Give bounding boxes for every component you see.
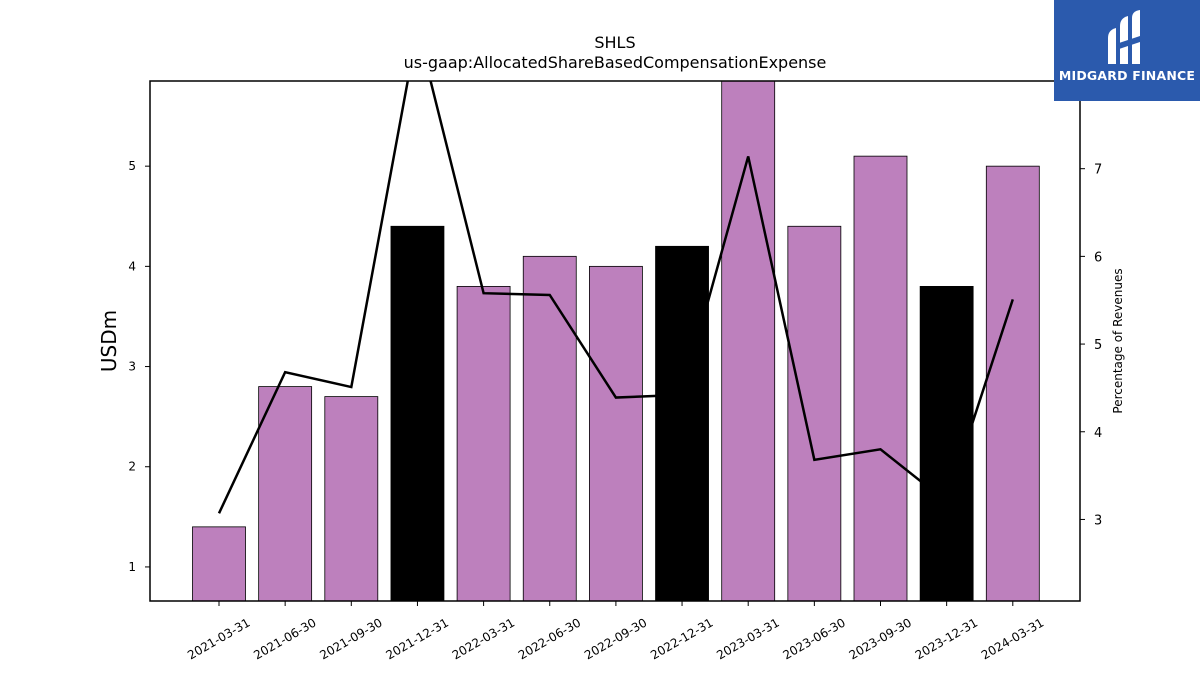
line-percentage-of-revenues [217,81,1014,514]
x-tick-label: 2021-12-31 [384,615,451,662]
chart-subtitle: us-gaap:AllocatedShareBasedCompensationE… [404,53,827,72]
plot-frame [149,80,1081,602]
bar-2021-12-31 [390,225,445,601]
logo-text: MIDGARD FINANCE [1058,68,1196,83]
midgard-logo-icon [1108,10,1140,64]
y2-tick-label: 6 [1094,250,1102,265]
bar-2022-06-30 [522,255,577,601]
y-tick-label: 4 [128,259,136,273]
x-tick-label: 2023-03-31 [714,615,781,662]
y-tick-label: 2 [128,460,136,474]
y2-axis-label: Percentage of Revenues [1111,268,1125,413]
x-tick-label: 2021-09-30 [317,615,384,662]
y-tick-label: 1 [128,560,136,574]
x-tick-label: 2023-09-30 [847,615,914,662]
bar-2022-09-30 [589,265,643,601]
x-tick-label: 2021-06-30 [251,615,318,662]
y-axis-left: 1 2 3 4 5 [128,159,150,574]
line-series [217,81,1014,514]
y-axis-label: USDm [97,310,121,372]
x-tick-label: 2023-12-31 [913,615,980,662]
bar-2023-06-30 [787,225,842,601]
y2-tick-label: 5 [1094,338,1102,353]
x-tick-label: 2024-03-31 [979,615,1046,662]
bar-2022-12-31 [655,245,709,601]
y-tick-label: 3 [128,360,136,374]
y2-tick-label: 7 [1094,163,1102,178]
chart-title: SHLS [594,33,635,52]
y-tick-label: 5 [128,159,136,173]
x-axis: 2021-03-312021-06-302021-09-302021-12-31… [185,601,1046,662]
y2-tick-label: 4 [1094,426,1102,441]
x-tick-label: 2022-03-31 [450,615,517,662]
bar-2021-09-30 [324,396,379,601]
bar-series [192,81,1040,601]
bar-2024-03-31 [985,165,1040,601]
x-tick-label: 2022-06-30 [516,615,583,662]
y2-tick-label: 3 [1094,513,1102,528]
x-tick-label: 2023-06-30 [780,615,847,662]
x-tick-label: 2022-09-30 [582,615,649,662]
x-tick-label: 2022-12-31 [648,615,715,662]
x-tick-label: 2021-03-31 [185,615,252,662]
y-axis-right: 3 4 5 6 7 [1080,163,1102,528]
bar-2021-03-31 [192,526,246,601]
bar-2023-09-30 [853,155,908,601]
bar-2021-06-30 [258,386,313,601]
bar-2022-03-31 [456,285,511,601]
bar-2023-12-31 [919,285,974,601]
bar-2023-03-31 [721,81,776,601]
logo: MIDGARD FINANCE [1054,0,1200,101]
